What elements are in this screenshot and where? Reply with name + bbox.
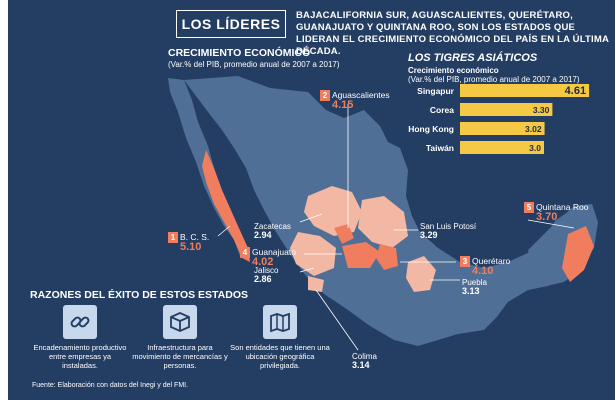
reasons-title: RAZONES DEL ÉXITO DE ESTOS ESTADOS <box>30 289 249 301</box>
state-name: Jalisco <box>254 266 279 275</box>
connector-zacatecas <box>299 213 323 223</box>
bar-category-label: Singapur <box>417 86 455 96</box>
state-value: 3.70 <box>536 211 558 223</box>
bar-value-label: 3.30 <box>533 105 550 115</box>
map-colima <box>308 276 324 292</box>
state-name: Quintana Roo <box>536 202 589 212</box>
state-value: 3.14 <box>352 360 370 370</box>
label-queretaro: 3 Querétaro 4.10 <box>460 256 511 277</box>
connector-jalisco <box>299 267 315 273</box>
label-colima: Colima 3.14 <box>352 352 377 370</box>
label-bcs: 1 B. C. S. 5.10 <box>168 232 210 253</box>
state-value: 4.15 <box>332 99 354 111</box>
rank-badge: 1 <box>168 232 178 243</box>
state-name: Puebla <box>462 278 487 287</box>
reason-text: Infraestructura para movimiento de merca… <box>132 343 228 370</box>
headline: BAJACALIFORNIA SUR, AGUASCALIENTES, QUER… <box>296 10 609 57</box>
label-aguascalientes: 2 Aguascalientes 4.15 <box>320 90 390 111</box>
reason-text: Son entidades que tienen una ubicación g… <box>230 343 330 370</box>
infographic-panel: LOS LÍDERES BAJACALIFORNIA SUR, AGUASCAL… <box>8 0 615 400</box>
bar-category-label: Corea <box>430 105 454 115</box>
label-guanajuato: 4 Guanajuato 4.02 <box>240 247 296 268</box>
rank-badge: 4 <box>240 247 250 258</box>
bar-value-label: 3.0 <box>529 143 541 153</box>
state-name: B. C. S. <box>180 232 210 242</box>
state-name: Zacatecas <box>254 222 291 231</box>
state-name: Guanajuato <box>252 247 296 257</box>
tigers-subtitle-units: (Var.% del PIB, promedio anual de 2007 a… <box>408 75 580 84</box>
rank-badge: 5 <box>524 202 534 213</box>
connector-bcs <box>217 225 231 237</box>
bar-value-label: 4.61 <box>565 85 586 97</box>
reason-item: Son entidades que tienen una ubicación g… <box>230 305 330 370</box>
reason-item: Encadenamiento productivo entre empresas… <box>30 305 130 370</box>
state-name: Querétaro <box>472 256 511 266</box>
state-value: 3.29 <box>420 230 438 240</box>
label-puebla: Puebla 3.13 <box>462 278 487 296</box>
reason-text: Encadenamiento productivo entre empresas… <box>33 343 127 370</box>
state-value: 3.13 <box>462 286 480 296</box>
map-quintana-roo <box>562 226 594 282</box>
map-zacatecas <box>304 186 362 236</box>
map-san-luis-potosi <box>358 196 408 248</box>
rank-badge: 2 <box>320 90 330 101</box>
mexico-map <box>168 76 598 351</box>
label-san-luis-potosi: San Luis Potosí 3.29 <box>420 222 476 240</box>
state-name: Aguascalientes <box>332 90 390 100</box>
state-value: 5.10 <box>180 241 202 253</box>
label-zacatecas: Zacatecas 2.94 <box>254 222 291 240</box>
growth-title: CRECIMIENTO ECONÓMICO <box>168 47 311 59</box>
bar <box>460 122 545 135</box>
map-bcs <box>202 150 250 262</box>
tigers-title: LOS TIGRES ASIÁTICOS <box>408 52 538 64</box>
bar-value-label: 3.02 <box>525 124 542 134</box>
source-note: Fuente: Elaboración con datos del Inegi … <box>32 382 189 389</box>
tigers-subtitle: Crecimiento económico <box>408 66 499 75</box>
bar <box>460 141 544 154</box>
bar <box>460 103 553 116</box>
map-aguascalientes <box>334 224 354 244</box>
reason-item: Infraestructura para movimiento de merca… <box>130 305 230 370</box>
bar <box>460 84 590 97</box>
state-name: Colima <box>352 352 377 361</box>
map-queretaro <box>376 244 398 270</box>
bar-category-label: Hong Kong <box>408 124 454 134</box>
map-location-icon <box>263 305 297 339</box>
label-jalisco: Jalisco 2.86 <box>254 266 278 284</box>
page-title: LOS LÍDERES <box>176 10 286 38</box>
tigers-bar-chart: Singapur 4.61 Corea 3.30 Hong Kong 3.02 Taiwán… <box>408 84 590 154</box>
bar-category-label: Taiwán <box>426 143 454 153</box>
label-quintana-roo: 5 Quintana Roo 3.70 <box>524 202 589 223</box>
state-value: 2.86 <box>254 274 272 284</box>
growth-subtitle: (Var.% del PIB, promedio anual de 2007 a… <box>168 60 340 69</box>
state-value: 4.02 <box>252 256 274 268</box>
state-name: San Luis Potosí <box>420 222 477 231</box>
map-puebla <box>406 256 436 292</box>
connector-colima <box>315 289 359 351</box>
rank-badge: 3 <box>460 256 470 267</box>
package-box-icon <box>163 305 197 339</box>
chain-link-icon <box>63 305 97 339</box>
map-guanajuato <box>342 242 380 268</box>
connector-quintana-roo <box>527 219 575 229</box>
state-value: 4.10 <box>472 265 494 277</box>
state-value: 2.94 <box>254 230 272 240</box>
